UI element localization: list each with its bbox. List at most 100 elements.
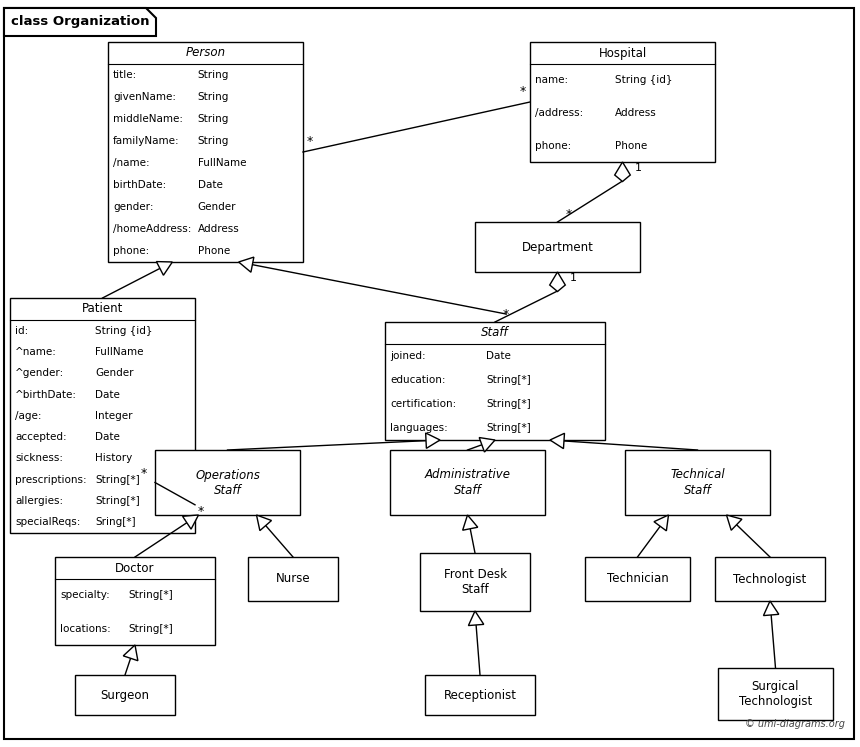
Text: String[*]: String[*] xyxy=(486,423,531,433)
Polygon shape xyxy=(426,433,440,448)
Text: /name:: /name: xyxy=(113,158,150,168)
Text: 1: 1 xyxy=(569,273,576,283)
Polygon shape xyxy=(123,645,138,660)
Bar xyxy=(75,675,175,715)
Text: Surgeon: Surgeon xyxy=(101,689,150,701)
Bar xyxy=(155,450,300,515)
Text: Surgical
Technologist: Surgical Technologist xyxy=(739,680,812,708)
Text: Date: Date xyxy=(486,351,511,361)
Text: String[*]: String[*] xyxy=(486,399,531,409)
Polygon shape xyxy=(463,515,478,530)
Text: String: String xyxy=(198,114,229,124)
Polygon shape xyxy=(239,257,254,272)
Text: specialReqs:: specialReqs: xyxy=(15,518,80,527)
Bar xyxy=(530,42,715,162)
Text: id:: id: xyxy=(15,326,28,335)
Text: allergies:: allergies: xyxy=(15,496,63,506)
Polygon shape xyxy=(764,601,779,616)
Bar xyxy=(475,222,640,272)
Text: String {id}: String {id} xyxy=(615,75,673,85)
Text: Receptionist: Receptionist xyxy=(444,689,517,701)
Text: String[*]: String[*] xyxy=(486,375,531,385)
Bar xyxy=(585,557,690,601)
Bar xyxy=(248,557,338,601)
Text: ^gender:: ^gender: xyxy=(15,368,64,378)
Text: locations:: locations: xyxy=(60,624,111,633)
Text: class Organization: class Organization xyxy=(10,16,150,28)
Polygon shape xyxy=(550,433,564,449)
Text: Staff: Staff xyxy=(482,326,509,339)
Text: Date: Date xyxy=(95,433,120,442)
Text: education:: education: xyxy=(390,375,445,385)
Text: Gender: Gender xyxy=(198,202,237,212)
Text: String[*]: String[*] xyxy=(95,475,140,485)
Text: title:: title: xyxy=(113,70,138,80)
Text: gender:: gender: xyxy=(113,202,153,212)
Text: *: * xyxy=(198,505,205,518)
Text: String[*]: String[*] xyxy=(129,590,174,601)
Text: phone:: phone: xyxy=(113,246,150,256)
Bar xyxy=(718,668,833,720)
Text: © uml-diagrams.org: © uml-diagrams.org xyxy=(745,719,845,729)
Text: specialty:: specialty: xyxy=(60,590,110,601)
Text: familyName:: familyName: xyxy=(113,136,180,146)
Text: String {id}: String {id} xyxy=(95,326,152,335)
Text: *: * xyxy=(503,308,509,321)
Text: Nurse: Nurse xyxy=(276,572,310,586)
Text: Patient: Patient xyxy=(82,303,123,315)
Text: 1: 1 xyxy=(635,163,642,173)
Text: /age:: /age: xyxy=(15,411,41,421)
Text: Address: Address xyxy=(615,108,657,118)
Text: Administrative
Staff: Administrative Staff xyxy=(425,468,511,497)
Text: FullName: FullName xyxy=(198,158,246,168)
Text: History: History xyxy=(95,453,132,463)
Bar xyxy=(385,322,605,440)
Text: Front Desk
Staff: Front Desk Staff xyxy=(444,568,507,596)
Text: middleName:: middleName: xyxy=(113,114,183,124)
Text: *: * xyxy=(566,208,572,221)
Bar xyxy=(625,450,770,515)
Text: Phone: Phone xyxy=(615,140,648,151)
Bar xyxy=(715,557,825,601)
Polygon shape xyxy=(256,515,272,530)
Text: Date: Date xyxy=(95,389,120,400)
Polygon shape xyxy=(479,438,495,452)
Text: joined:: joined: xyxy=(390,351,426,361)
Text: ^birthDate:: ^birthDate: xyxy=(15,389,77,400)
Text: Doctor: Doctor xyxy=(115,562,155,574)
Text: certification:: certification: xyxy=(390,399,457,409)
Text: languages:: languages: xyxy=(390,423,448,433)
Text: FullName: FullName xyxy=(95,347,144,357)
Bar xyxy=(390,450,545,515)
Bar xyxy=(55,557,215,645)
Text: *: * xyxy=(307,135,313,148)
Polygon shape xyxy=(615,162,630,182)
Text: String[*]: String[*] xyxy=(129,624,174,633)
Text: *: * xyxy=(519,85,526,98)
Text: ^name:: ^name: xyxy=(15,347,57,357)
Text: Hospital: Hospital xyxy=(599,46,647,60)
Bar xyxy=(420,553,530,611)
Bar xyxy=(10,298,195,533)
Text: Integer: Integer xyxy=(95,411,132,421)
Bar xyxy=(425,675,535,715)
Text: String: String xyxy=(198,136,229,146)
Text: Technician: Technician xyxy=(606,572,668,586)
Polygon shape xyxy=(4,8,156,36)
Text: Gender: Gender xyxy=(95,368,133,378)
Text: prescriptions:: prescriptions: xyxy=(15,475,87,485)
Text: Technical
Staff: Technical Staff xyxy=(670,468,725,497)
Polygon shape xyxy=(469,611,484,625)
Text: givenName:: givenName: xyxy=(113,92,176,102)
Text: String: String xyxy=(198,70,229,80)
Text: /address:: /address: xyxy=(535,108,583,118)
Text: String: String xyxy=(198,92,229,102)
Text: sickness:: sickness: xyxy=(15,453,63,463)
Text: Technologist: Technologist xyxy=(734,572,807,586)
Text: Phone: Phone xyxy=(198,246,230,256)
Text: Department: Department xyxy=(521,241,593,253)
Text: *: * xyxy=(141,466,147,480)
Text: Address: Address xyxy=(198,224,239,234)
Text: /homeAddress:: /homeAddress: xyxy=(113,224,192,234)
Text: birthDate:: birthDate: xyxy=(113,180,166,190)
